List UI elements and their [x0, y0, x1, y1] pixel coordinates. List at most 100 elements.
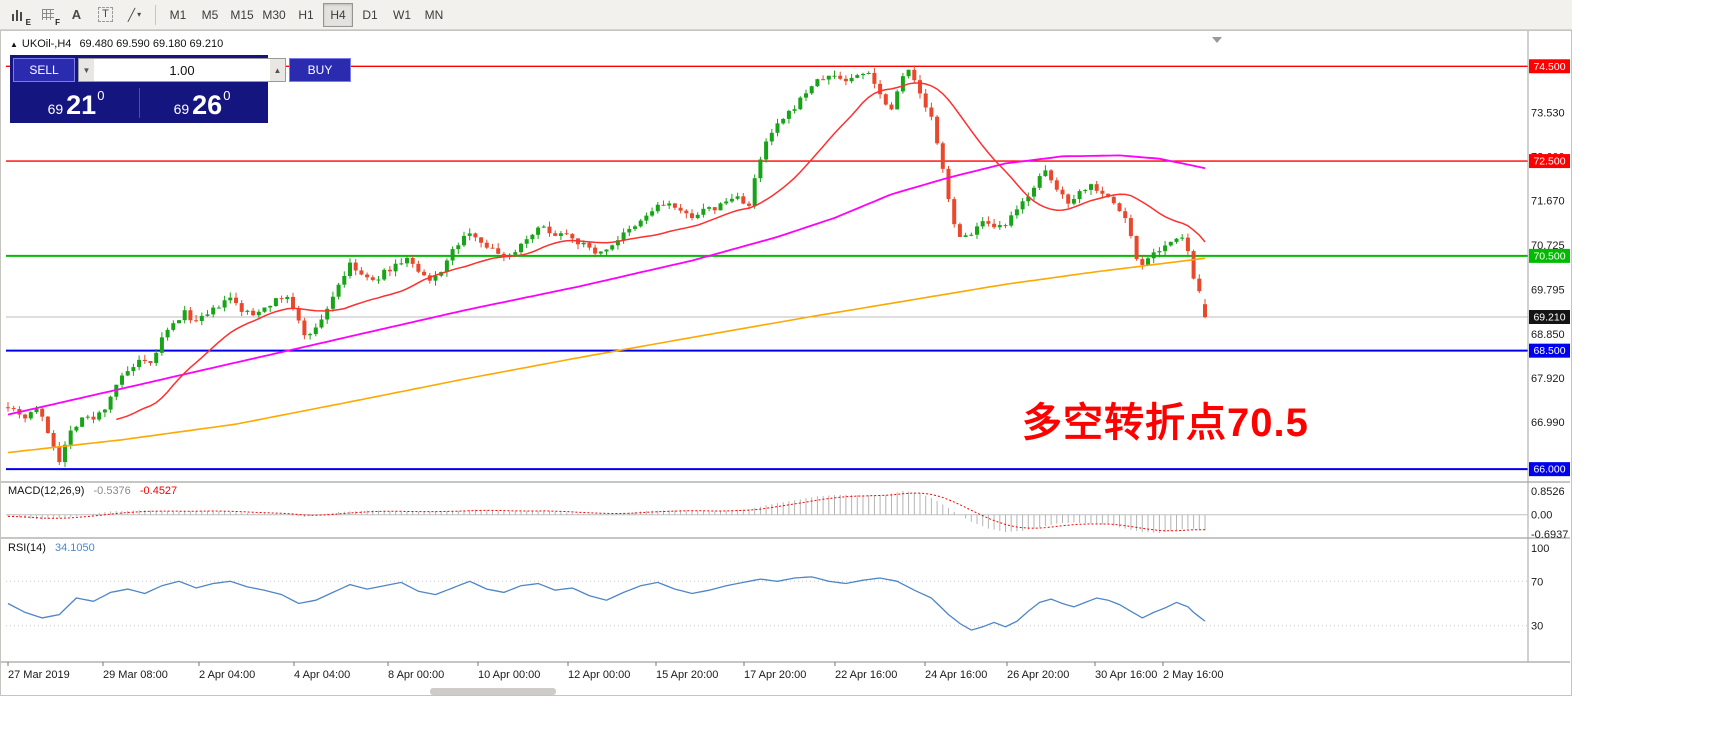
svg-text:17 Apr 20:00: 17 Apr 20:00	[744, 669, 806, 681]
annotation-text: 多空转折点70.5	[1022, 401, 1309, 445]
sell-price-int: 69	[47, 101, 64, 117]
macd-indicator-label: MACD(12,26,9) -0.5376 -0.4527	[8, 485, 177, 497]
buy-button[interactable]: BUY	[289, 58, 351, 82]
rsi-indicator-label: RSI(14) 34.1050	[8, 542, 95, 554]
volume-field: ▼ ▲	[78, 58, 286, 82]
svg-text:24 Apr 16:00: 24 Apr 16:00	[925, 669, 987, 681]
timeframe-button-MN[interactable]: MN	[419, 3, 449, 27]
timeframe-button-H4[interactable]: H4	[323, 2, 353, 27]
timeframe-button-M5[interactable]: M5	[195, 3, 225, 27]
svg-text:100: 100	[1531, 543, 1549, 555]
svg-text:22 Apr 16:00: 22 Apr 16:00	[835, 669, 897, 681]
chart-e-button[interactable]: E	[5, 3, 32, 27]
svg-text:69.795: 69.795	[1531, 284, 1565, 296]
timeframe-button-W1[interactable]: W1	[387, 3, 417, 27]
macd-panel: 0.8526 0.00 -0.6937	[6, 486, 1568, 541]
horizontal-scrollbar-thumb[interactable]	[430, 688, 556, 695]
svg-text:69.210: 69.210	[1533, 312, 1565, 324]
sell-button[interactable]: SELL	[13, 58, 75, 82]
sell-price-pipette: 0	[97, 88, 105, 103]
text-a-icon: A	[71, 7, 82, 22]
toolbar-separator	[155, 4, 156, 25]
sell-price-pips: 21	[66, 90, 97, 120]
svg-text:26 Apr 20:00: 26 Apr 20:00	[1007, 669, 1069, 681]
sell-price[interactable]: 69 21 0	[13, 85, 139, 121]
svg-text:4 Apr 04:00: 4 Apr 04:00	[294, 669, 350, 681]
macd-signal-value: -0.4527	[139, 485, 178, 497]
svg-text:30 Apr 16:00: 30 Apr 16:00	[1095, 669, 1157, 681]
time-axis: 27 Mar 2019 29 Mar 08:00 2 Apr 04:00 4 Apr …	[7, 662, 1224, 681]
text-label-button[interactable]: A	[63, 3, 90, 27]
svg-text:30: 30	[1531, 621, 1543, 633]
svg-text:27 Mar 2019: 27 Mar 2019	[8, 669, 70, 681]
letter-f-badge: F	[55, 17, 60, 27]
ma-slow-line	[7, 257, 1206, 454]
tool-icon-group: E F A T ╱ ▾	[5, 3, 148, 27]
svg-text:2 Apr 04:00: 2 Apr 04:00	[199, 669, 255, 681]
ma-medium-line	[7, 154, 1206, 416]
rsi-panel: 100 70 30	[6, 543, 1549, 633]
timeframe-button-group: M1 M5 M15 M30 H1 H4 D1 W1 MN	[163, 2, 449, 27]
buy-price-pipette: 0	[223, 88, 231, 103]
svg-text:0.00: 0.00	[1531, 510, 1552, 522]
svg-text:73.530: 73.530	[1531, 107, 1565, 119]
svg-text:68.850: 68.850	[1531, 329, 1565, 341]
timeframe-button-D1[interactable]: D1	[355, 3, 385, 27]
trendline-icon: ╱	[127, 7, 136, 22]
price-tags: 74.500 72.500 70.500 68.500 66.000 69.210	[1529, 59, 1570, 477]
text-t-icon: T	[98, 7, 113, 22]
volume-increase-button[interactable]: ▲	[270, 59, 285, 81]
one-click-collapse-icon[interactable]: ▲	[10, 40, 18, 49]
svg-text:66.990: 66.990	[1531, 417, 1565, 429]
symbol-period-label: UKOil-,H4	[21, 38, 72, 50]
svg-text:72.500: 72.500	[1533, 156, 1565, 168]
volume-decrease-button[interactable]: ▼	[79, 59, 94, 81]
bar-chart-icon	[12, 9, 25, 21]
window-frame	[0, 30, 1572, 696]
svg-text:12 Apr 00:00: 12 Apr 00:00	[568, 669, 630, 681]
svg-text:8 Apr 00:00: 8 Apr 00:00	[388, 669, 444, 681]
drawing-tool-button[interactable]: ╱ ▾	[121, 3, 148, 27]
chevron-down-icon: ▾	[137, 10, 142, 19]
timeframe-button-M30[interactable]: M30	[259, 3, 289, 27]
price-axis-labels: 73.53072.60071.67070.72569.79568.85067.9…	[1531, 107, 1565, 429]
svg-text:2 May 16:00: 2 May 16:00	[1163, 669, 1224, 681]
grid-icon	[41, 9, 54, 20]
chart-symbol-title: ▲ UKOil-,H4 69.480 69.590 69.180 69.210	[10, 38, 223, 50]
rsi-value: 34.1050	[54, 542, 95, 554]
ohlc-values: 69.480 69.590 69.180 69.210	[79, 38, 224, 50]
buy-price-int: 69	[173, 101, 190, 117]
svg-text:68.500: 68.500	[1533, 345, 1565, 357]
svg-text:10 Apr 00:00: 10 Apr 00:00	[478, 669, 540, 681]
buy-price[interactable]: 69 26 0	[139, 85, 265, 121]
svg-text:15 Apr 20:00: 15 Apr 20:00	[656, 669, 718, 681]
chart-shift-marker-icon[interactable]	[1212, 37, 1222, 43]
svg-text:74.500: 74.500	[1533, 61, 1565, 73]
timeframe-button-H1[interactable]: H1	[291, 3, 321, 27]
timeframe-button-M15[interactable]: M15	[227, 3, 257, 27]
main-toolbar: E F A T ╱ ▾ M1 M5 M15 M30 H1 H4 D1 W1 MN	[0, 0, 1572, 30]
svg-text:70.500: 70.500	[1533, 250, 1565, 262]
trade-panel-top-row: SELL ▼ ▲ BUY	[13, 58, 351, 82]
buy-price-pips: 26	[192, 90, 223, 120]
svg-text:66.000: 66.000	[1533, 464, 1565, 476]
rsi-name: RSI(14)	[8, 542, 46, 554]
ma-fast-line	[116, 82, 1206, 421]
candlesticks	[6, 65, 1207, 468]
one-click-trading-panel: SELL ▼ ▲ BUY 69 21 0 69 26 0	[10, 55, 351, 123]
timeframe-button-M1[interactable]: M1	[163, 3, 193, 27]
macd-name: MACD(12,26,9)	[8, 485, 85, 497]
text-box-button[interactable]: T	[92, 3, 119, 27]
trade-panel-prices: 69 21 0 69 26 0	[13, 85, 265, 121]
svg-text:-0.6937: -0.6937	[1531, 529, 1568, 541]
letter-e-badge: E	[25, 17, 31, 27]
svg-text:29 Mar 08:00: 29 Mar 08:00	[103, 669, 168, 681]
svg-text:71.670: 71.670	[1531, 195, 1565, 207]
panel-separators	[1, 31, 1570, 663]
volume-input[interactable]	[94, 59, 270, 81]
grid-f-button[interactable]: F	[34, 3, 61, 27]
svg-text:0.8526: 0.8526	[1531, 486, 1565, 498]
svg-text:70: 70	[1531, 576, 1543, 588]
